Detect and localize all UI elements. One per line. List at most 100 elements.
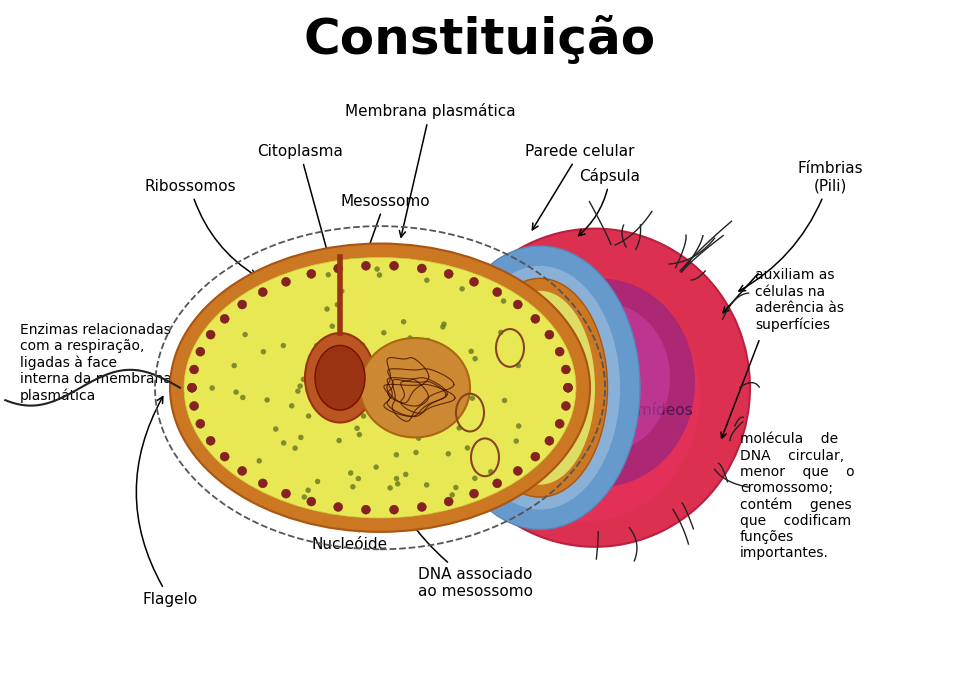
Ellipse shape: [422, 429, 427, 434]
Ellipse shape: [281, 440, 286, 446]
Text: Constituição: Constituição: [304, 15, 656, 64]
Ellipse shape: [295, 388, 300, 394]
Ellipse shape: [280, 343, 286, 348]
Ellipse shape: [401, 319, 406, 325]
Ellipse shape: [502, 398, 507, 403]
Ellipse shape: [498, 330, 504, 335]
Ellipse shape: [350, 484, 355, 489]
Text: Membrana plasmática: Membrana plasmática: [345, 103, 516, 237]
Ellipse shape: [361, 413, 367, 419]
Ellipse shape: [418, 502, 426, 511]
Ellipse shape: [380, 389, 386, 395]
Ellipse shape: [363, 379, 368, 384]
Ellipse shape: [187, 384, 197, 392]
Ellipse shape: [378, 385, 384, 390]
Ellipse shape: [364, 384, 369, 389]
Ellipse shape: [453, 485, 459, 490]
Ellipse shape: [334, 264, 343, 273]
Ellipse shape: [445, 451, 451, 457]
Ellipse shape: [281, 489, 291, 498]
Ellipse shape: [387, 377, 393, 382]
Ellipse shape: [317, 397, 322, 402]
Ellipse shape: [411, 373, 417, 379]
Ellipse shape: [261, 349, 266, 354]
Ellipse shape: [187, 384, 197, 392]
Ellipse shape: [407, 400, 413, 406]
Ellipse shape: [206, 436, 215, 445]
Ellipse shape: [394, 476, 399, 481]
Text: auxiliam as
células na
aderência às
superfícies: auxiliam as células na aderência às supe…: [755, 268, 844, 332]
Ellipse shape: [564, 384, 572, 392]
Ellipse shape: [240, 395, 246, 400]
Ellipse shape: [397, 381, 403, 387]
Ellipse shape: [449, 492, 455, 498]
Ellipse shape: [315, 376, 321, 381]
Ellipse shape: [206, 330, 215, 339]
Ellipse shape: [395, 481, 400, 486]
Ellipse shape: [370, 366, 375, 372]
Ellipse shape: [300, 377, 306, 382]
Text: Fímbrias
(Pili): Fímbrias (Pili): [739, 162, 863, 291]
Ellipse shape: [367, 394, 372, 399]
Ellipse shape: [545, 330, 554, 339]
Ellipse shape: [440, 324, 445, 330]
Ellipse shape: [531, 314, 540, 323]
Ellipse shape: [299, 435, 303, 440]
Ellipse shape: [376, 386, 381, 392]
Ellipse shape: [465, 445, 470, 451]
Ellipse shape: [514, 466, 522, 475]
Ellipse shape: [306, 413, 311, 419]
Ellipse shape: [360, 342, 365, 348]
Ellipse shape: [555, 347, 564, 356]
Ellipse shape: [562, 365, 570, 374]
Ellipse shape: [472, 356, 478, 361]
Ellipse shape: [377, 384, 383, 390]
Ellipse shape: [401, 367, 407, 372]
Ellipse shape: [425, 338, 431, 343]
Ellipse shape: [305, 488, 311, 493]
Ellipse shape: [488, 469, 493, 475]
Ellipse shape: [348, 471, 353, 475]
Ellipse shape: [220, 452, 229, 461]
Ellipse shape: [314, 343, 320, 348]
Ellipse shape: [189, 365, 199, 374]
Ellipse shape: [469, 489, 478, 498]
Text: Ribossomos: Ribossomos: [144, 179, 256, 276]
Ellipse shape: [396, 391, 401, 397]
Ellipse shape: [301, 494, 307, 500]
Ellipse shape: [445, 404, 451, 410]
Ellipse shape: [470, 274, 700, 522]
Ellipse shape: [442, 321, 446, 327]
Ellipse shape: [307, 269, 316, 278]
Ellipse shape: [413, 450, 419, 455]
Ellipse shape: [362, 505, 371, 514]
Ellipse shape: [514, 300, 522, 309]
Ellipse shape: [469, 277, 478, 286]
Ellipse shape: [516, 363, 521, 368]
Ellipse shape: [492, 479, 502, 488]
Ellipse shape: [459, 286, 465, 292]
Ellipse shape: [418, 264, 426, 273]
Ellipse shape: [289, 403, 295, 408]
Ellipse shape: [315, 479, 321, 484]
Ellipse shape: [564, 384, 572, 392]
Ellipse shape: [329, 323, 335, 329]
Ellipse shape: [353, 404, 359, 410]
Text: Cápsula: Cápsula: [579, 168, 640, 236]
Ellipse shape: [298, 384, 303, 389]
Ellipse shape: [403, 339, 409, 345]
Ellipse shape: [420, 363, 425, 368]
Ellipse shape: [380, 388, 385, 394]
Ellipse shape: [390, 505, 398, 514]
Ellipse shape: [233, 390, 239, 395]
Ellipse shape: [400, 365, 406, 370]
Ellipse shape: [424, 482, 429, 488]
Ellipse shape: [334, 502, 343, 511]
Ellipse shape: [325, 272, 331, 278]
Ellipse shape: [281, 277, 291, 286]
Ellipse shape: [238, 300, 247, 309]
Text: molécula    de
DNA    circular,
menor    que    o
cromossomo;
contém    genes
qu: molécula de DNA circular, menor que o cr…: [740, 433, 854, 560]
Ellipse shape: [258, 479, 267, 488]
Text: Nucleóide: Nucleóide: [312, 427, 389, 552]
Ellipse shape: [403, 472, 408, 477]
